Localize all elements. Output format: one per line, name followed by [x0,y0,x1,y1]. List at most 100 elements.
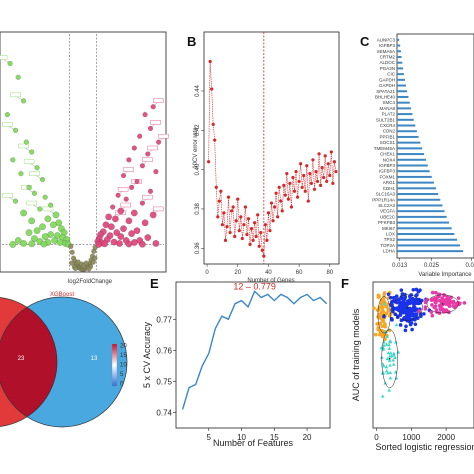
scatter-point [423,307,428,311]
error-point [217,199,221,203]
importance-bar [397,250,464,253]
scatter-point [377,313,382,317]
scatter-point [393,307,397,311]
scatter-point [372,306,376,310]
error-point [222,211,226,215]
panel-e-annotation: 12 – 0.779 [233,281,276,291]
error-point [242,223,246,227]
scatter-point [394,294,399,298]
panel-b-points [207,59,338,258]
venn-overlap [0,297,57,427]
volcano-point [20,209,27,217]
importance-bar [397,61,403,64]
gene-label: SOCS1 [380,140,396,145]
scatter-point [408,301,412,306]
gene-label: ALDOC [379,60,395,65]
scatter-point [403,328,408,333]
venn-right-count: 13 [91,356,98,362]
cluster-ellipse [377,296,391,334]
scatter-point [382,314,386,319]
error-point [274,191,278,195]
gene-label: SLC16A3 [376,192,396,197]
importance-bar [397,170,430,173]
volcano-point [149,211,157,219]
importance-bar [397,124,416,127]
panel-f-x-label: Sorted logistic regression [375,442,474,452]
volcano-point [112,215,119,223]
colorbar-tick-label: 10 [120,363,127,369]
y-tick-label: 0.40 [195,163,201,175]
scatter-point [404,303,409,307]
error-point [266,211,271,215]
venn-colorbar-ticks: 20 15 10 5 0 [120,344,127,388]
volcano-tag-box [2,122,13,127]
volcano-point [31,235,38,242]
scatter-point [433,304,438,309]
importance-bar [397,113,413,116]
x-tick-label: 0 [205,270,209,276]
volcano-point [105,213,112,221]
volcano-point [120,225,127,233]
importance-bar [397,238,458,241]
gene-label: CXCR4 [380,123,396,128]
volcano-tag-box [147,145,159,151]
error-point [326,162,330,166]
volcano-point [123,196,129,202]
scatter-point [382,292,386,297]
scatter-point [434,308,439,312]
error-point [253,221,257,225]
error-point [292,189,297,193]
gene-label: LDHA [383,249,395,254]
scatter-point [396,308,401,312]
x-tick-label: 2000 [437,433,455,442]
scatter-point [422,312,426,316]
error-point [263,223,267,227]
volcano-point [86,266,92,272]
scatter-point [411,287,416,292]
volcano-point [40,240,48,248]
scatter-point [442,309,447,314]
scatter-point [444,297,449,302]
importance-bar [397,221,450,224]
error-point [317,152,321,156]
gene-label: UBE2C [380,214,396,219]
error-point [225,225,229,229]
importance-bar [397,210,445,213]
volcano-point [139,240,146,248]
x-tick-label: 1000 [402,433,420,442]
error-point [233,234,237,239]
importance-bar [397,78,405,81]
error-point [210,87,214,91]
scatter-point [434,290,438,295]
x-tick-label: 10 [237,433,246,442]
scatter-point [386,292,391,297]
scatter-point [380,394,385,398]
error-point [237,228,241,233]
panel-a-threshold-lines [2,34,164,270]
scatter-point [388,340,392,344]
importance-bar [397,215,447,218]
volcano-tag-box [152,206,164,212]
scatter-point [383,324,388,329]
error-point [289,205,294,209]
error-point [249,227,254,231]
gene-label: LOX [386,232,395,237]
scatter-point [437,292,442,297]
scatter-point [462,301,467,305]
volcano-point [56,239,64,246]
venn-overlap-count: 23 [18,356,25,362]
error-point [259,230,263,235]
importance-bar [397,38,400,41]
y-tick-label: 0.74 [156,408,172,417]
importance-bar [397,193,439,196]
scatter-point [399,307,404,312]
error-point [299,162,303,166]
panel-b-ticks: 0 20 40 60 80 0.36 0.38 0.40 0.42 0.44 [195,84,334,276]
scatter-point [389,300,394,304]
error-point [245,232,249,237]
scatter-point [389,354,394,358]
volcano-tag-box [29,171,40,176]
venn-colorbar [111,343,118,387]
importance-bar [397,204,443,207]
